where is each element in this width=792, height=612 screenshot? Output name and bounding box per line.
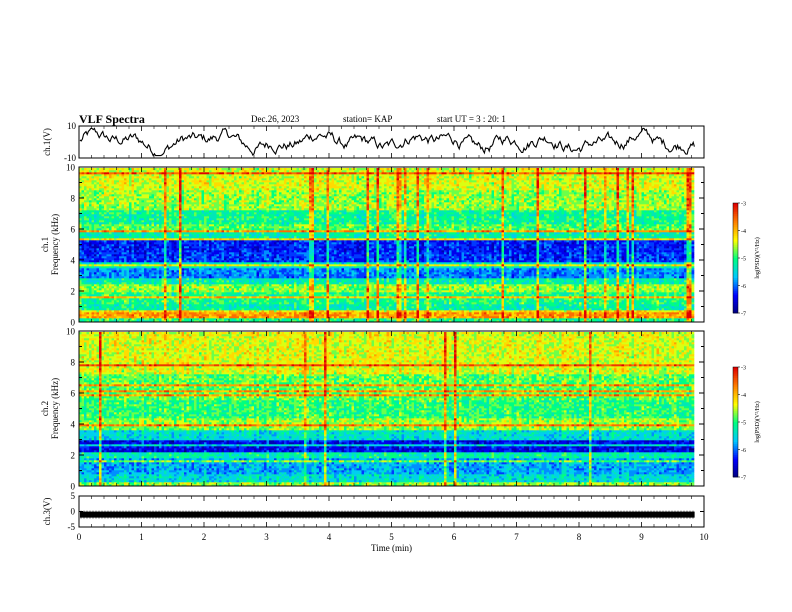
xtick-label: 3 — [264, 532, 269, 542]
xtick-label: 6 — [452, 532, 457, 542]
ch2-spectrogram-ytick-label: 10 — [66, 327, 76, 337]
xtick-label: 7 — [514, 532, 519, 542]
xtick-label: 8 — [577, 532, 582, 542]
ch1-ytick-label: 10 — [67, 121, 77, 131]
xaxis-label: Time (min) — [371, 543, 412, 553]
xtick-label: 4 — [327, 532, 332, 542]
ch3-waveform-series — [80, 511, 695, 519]
ch1-spectrogram-colorbar-tick: -3 — [741, 202, 746, 208]
ch2-spectrogram-colorbar-tick: -5 — [741, 421, 746, 427]
ch2-spectrogram-colorbar — [733, 367, 738, 477]
xtick-label: 1 — [139, 532, 144, 542]
ch2-spectrogram-colorbar-tick: -3 — [741, 366, 746, 372]
xtick-label: 2 — [202, 532, 207, 542]
ch1-spectrogram-ytick-label: 6 — [71, 225, 76, 235]
ch2-spectrogram-channel-label: ch.2 — [40, 401, 50, 416]
ch3-ytick-label: 5 — [71, 491, 76, 501]
ch2-spectrogram-cells — [79, 332, 694, 486]
ch1-spectrogram-colorbar — [733, 203, 738, 313]
ch1-spectrogram-ytick-label: 10 — [66, 163, 76, 173]
ch2-spectrogram-ytick-label: 8 — [71, 358, 76, 368]
ch3-ytick-label: -5 — [68, 522, 76, 532]
xtick-label: 10 — [700, 532, 710, 542]
ch1-spectrogram-ytick-label: 2 — [71, 287, 76, 297]
ch2-spectrogram-ylabel: Frequency (kHz) — [50, 378, 60, 439]
ch1-spectrogram-colorbar-label: log(PSD)(V²/Hz) — [754, 237, 761, 278]
ch2-spectrogram-colorbar-tick: -6 — [741, 448, 746, 454]
ch1-spectrogram-ytick-label: 8 — [71, 194, 76, 204]
ch3-waveform-ylabel: ch.3(V) — [42, 498, 52, 526]
ch2-spectrogram-colorbar-label: log(PSD)(V²/Hz) — [754, 401, 761, 442]
ch1-waveform-ylabel: ch.1(V) — [42, 128, 52, 156]
ch2-spectrogram-ytick-label: 0 — [71, 482, 76, 492]
ch1-spectrogram-ylabel: Frequency (kHz) — [50, 214, 60, 275]
ch1-spectrogram-colorbar-tick: -7 — [741, 312, 746, 318]
ch1-spectrogram-colorbar-tick: -4 — [741, 229, 746, 235]
xtick-label: 5 — [389, 532, 394, 542]
ch1-spectrogram-cells — [79, 168, 694, 322]
ch2-spectrogram-colorbar-tick: -7 — [741, 476, 746, 482]
xtick-label: 9 — [639, 532, 644, 542]
ch1-waveform-series — [80, 128, 694, 155]
ch1-ytick-label: -10 — [64, 153, 76, 163]
ch2-spectrogram-colorbar-tick: -4 — [741, 393, 746, 399]
ch1-spectrogram-ytick-label: 4 — [71, 256, 76, 266]
xtick-label: 0 — [77, 532, 82, 542]
ch2-spectrogram-ytick-label: 6 — [71, 389, 76, 399]
ch3-ytick-label: 0 — [71, 507, 76, 517]
ch2-spectrogram-ytick-label: 2 — [71, 451, 76, 461]
ch1-spectrogram-colorbar-tick: -5 — [741, 257, 746, 263]
ch1-spectrogram-channel-label: ch.1 — [40, 237, 50, 252]
ch2-spectrogram-ytick-label: 4 — [71, 420, 76, 430]
vlf-figure: 10-10ch.1(V)0246810ch.1 Frequency (kHz)-3… — [0, 0, 792, 612]
ch1-spectrogram-colorbar-tick: -6 — [741, 284, 746, 290]
